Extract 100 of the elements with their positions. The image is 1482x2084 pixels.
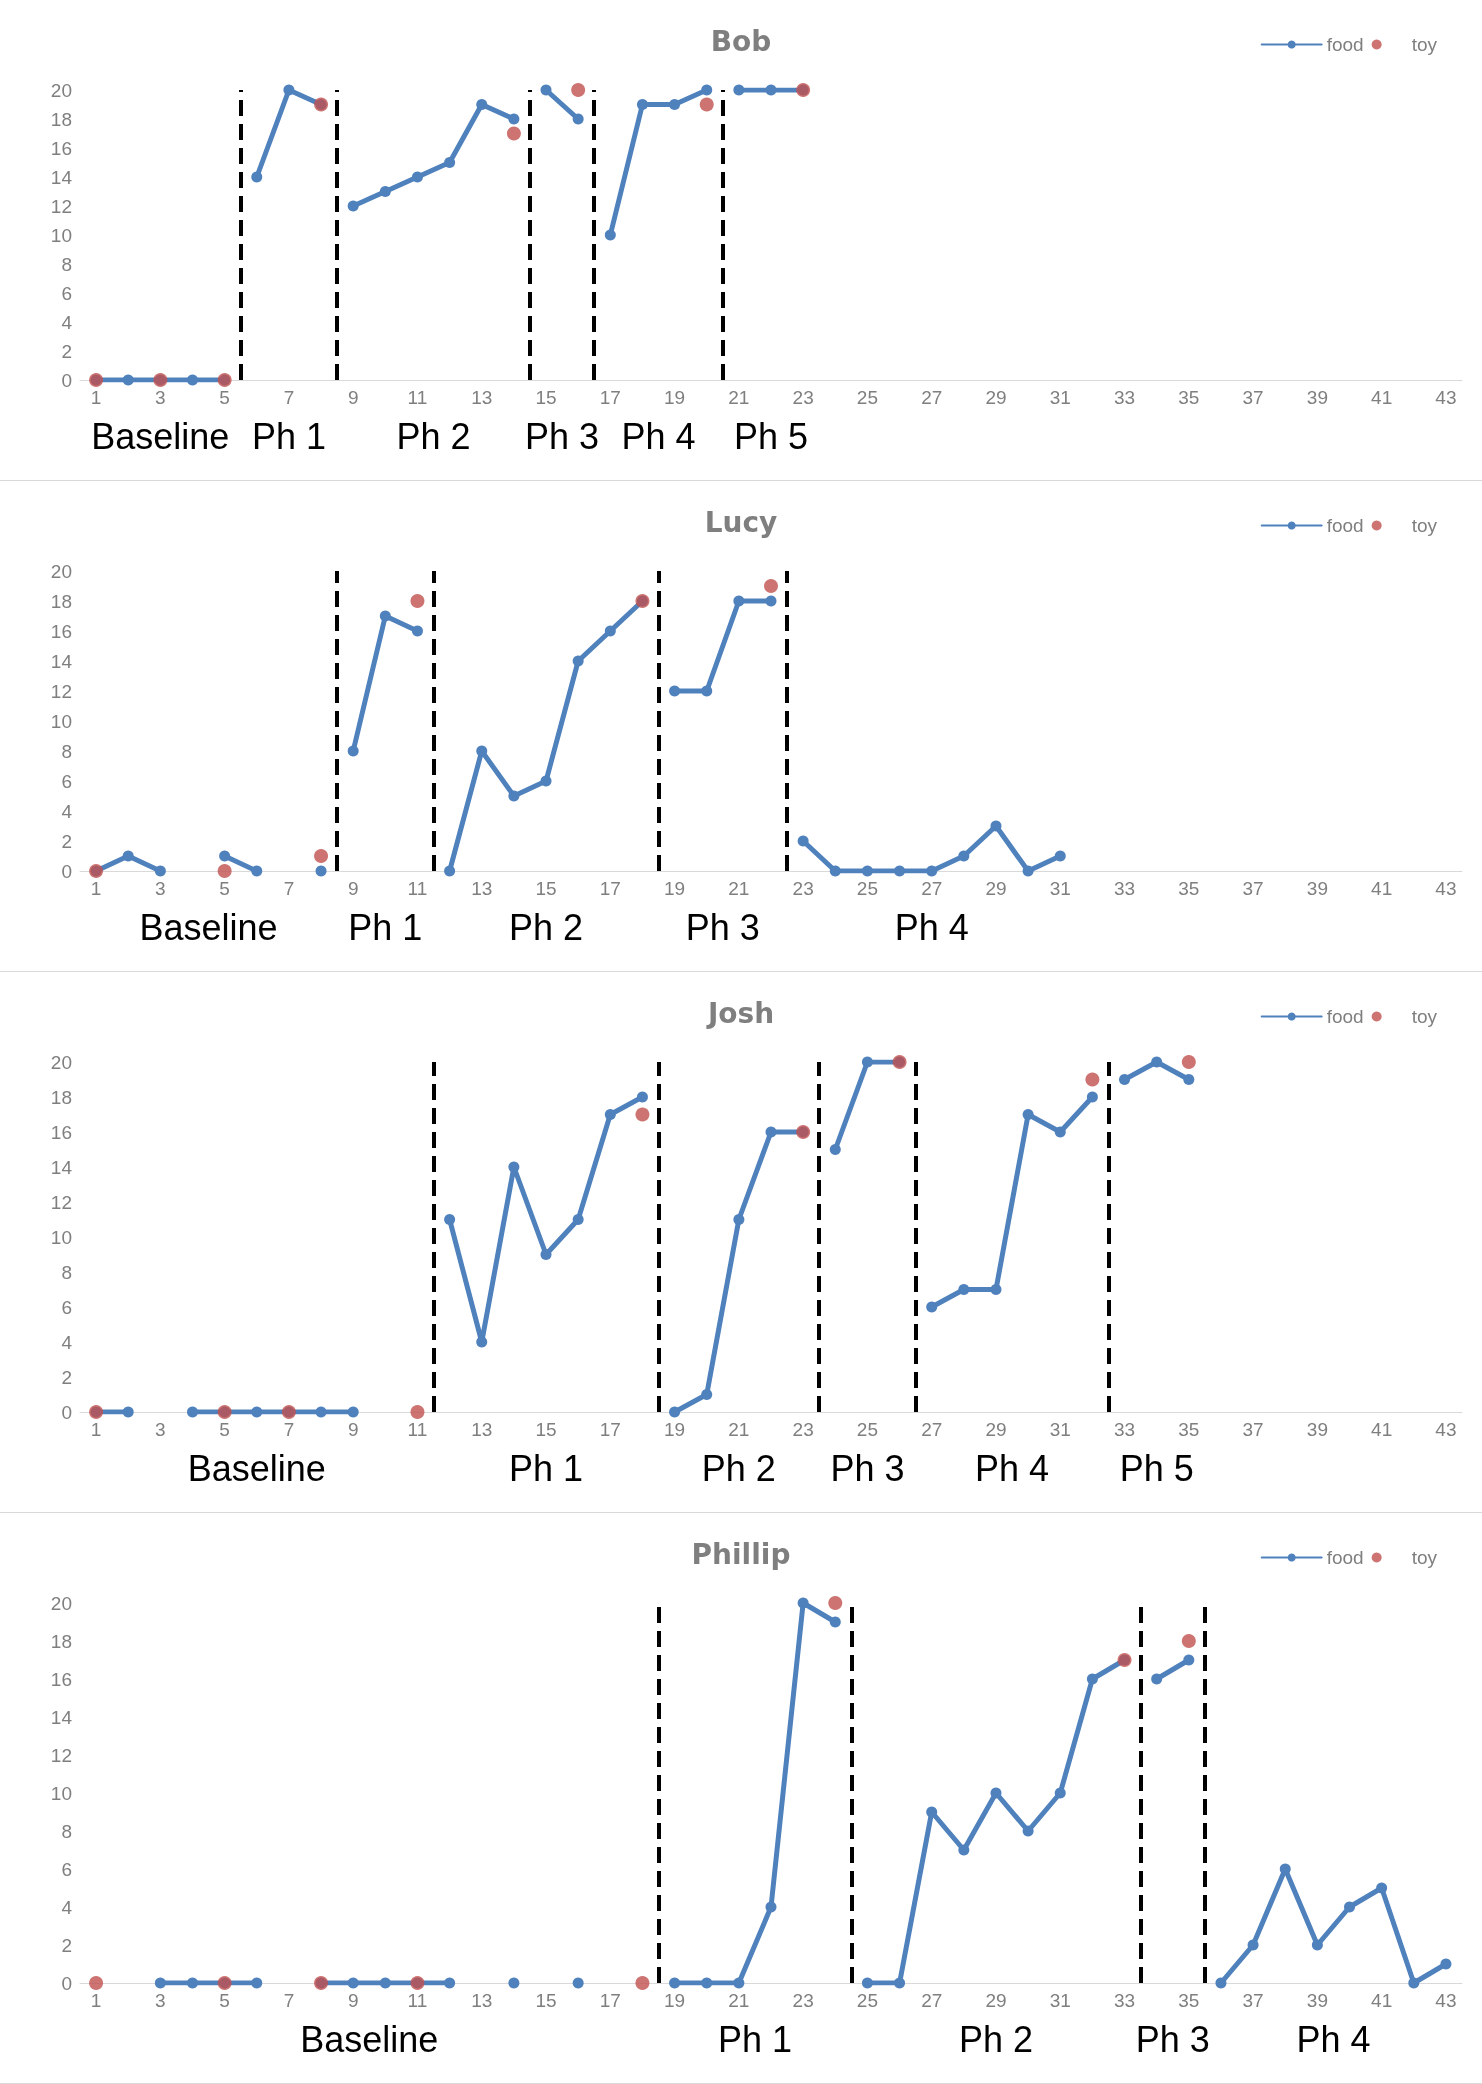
x-tick-label: 17 <box>599 1990 621 2011</box>
y-tick-label: 6 <box>61 770 72 792</box>
text: Ph 5 <box>1119 1447 1194 1489</box>
x-tick-label: 33 <box>1113 878 1136 899</box>
x-tick-label: 31 <box>1049 387 1071 408</box>
text: Ph 5 <box>733 415 809 457</box>
y-tick-label: 16 <box>50 620 72 642</box>
x-tick-label: 23 <box>792 878 814 899</box>
x-tick-label: 33 <box>1113 387 1136 408</box>
x-tick-label: 23 <box>792 1990 814 2011</box>
chart-title: Lucy <box>704 505 778 539</box>
x-tick-label: 17 <box>599 878 621 899</box>
x-tick-label: 9 <box>347 1990 359 2011</box>
x-tick-label: 7 <box>283 878 295 899</box>
x-tick-label: 15 <box>535 878 557 899</box>
y-tick-label: 12 <box>50 680 72 702</box>
x-tick-label: 33 <box>1113 1990 1136 2011</box>
x-tick-label: 11 <box>407 387 428 408</box>
text: Ph 1 <box>717 2018 792 2060</box>
y-tick-label: 6 <box>61 1858 72 1880</box>
y-tick-label: 10 <box>50 710 72 732</box>
text: Baseline <box>91 415 230 457</box>
x-tick-label: 27 <box>921 1990 943 2011</box>
x-tick-label: 25 <box>856 387 878 408</box>
text: Ph 3 <box>685 906 760 948</box>
x-tick-label: 21 <box>728 387 750 408</box>
x-tick-label: 3 <box>155 387 166 408</box>
x-tick-label: 29 <box>985 1990 1007 2011</box>
x-tick-label: 21 <box>728 878 750 899</box>
y-tick-label: 20 <box>50 1592 72 1614</box>
legend-label: food <box>1326 34 1364 55</box>
y-tick-label: 18 <box>50 1086 72 1108</box>
x-tick-label: 29 <box>985 387 1007 408</box>
text: Ph 2 <box>396 415 471 457</box>
x-tick-label: 11 <box>407 1990 428 2011</box>
y-tick-label: 2 <box>61 830 72 852</box>
x-tick-label: 35 <box>1178 1990 1200 2011</box>
x-tick-label: 43 <box>1435 387 1457 408</box>
y-tick-label: 4 <box>61 311 73 333</box>
text: Baseline <box>187 1447 326 1489</box>
x-tick-label: 27 <box>921 387 943 408</box>
y-tick-label: 2 <box>61 1366 72 1388</box>
x-tick-label: 15 <box>535 1990 557 2011</box>
chart-title: Josh <box>705 996 775 1030</box>
x-tick-label: 19 <box>664 1990 686 2011</box>
x-tick-label: 13 <box>471 387 493 408</box>
y-tick-label: 4 <box>61 1331 73 1353</box>
y-tick-label: 0 <box>61 369 72 391</box>
y-tick-label: 6 <box>61 1296 72 1318</box>
legend-label: toy <box>1411 515 1438 536</box>
y-tick-label: 10 <box>50 1226 72 1248</box>
y-tick-label: 12 <box>50 1744 72 1766</box>
y-tick-label: 0 <box>61 1401 72 1423</box>
text: Ph 4 <box>621 415 696 457</box>
x-tick-label: 25 <box>856 878 878 899</box>
x-tick-label: 17 <box>599 387 621 408</box>
legend-label: food <box>1326 515 1364 536</box>
text: Ph 2 <box>958 2018 1034 2060</box>
x-tick-label: 39 <box>1306 387 1328 408</box>
y-tick-label: 4 <box>61 800 73 822</box>
legend-label: food <box>1326 1547 1364 1568</box>
y-tick-label: 10 <box>50 1782 72 1804</box>
x-tick-label: 5 <box>219 387 230 408</box>
x-tick-label: 31 <box>1049 878 1071 899</box>
x-tick-label: 21 <box>728 1419 750 1440</box>
x-tick-label: 19 <box>664 878 686 899</box>
x-tick-label: 3 <box>155 878 166 899</box>
x-tick-label: 37 <box>1242 387 1264 408</box>
x-tick-label: 23 <box>792 387 814 408</box>
text: Baseline <box>139 906 278 948</box>
x-tick-label: 11 <box>407 1419 428 1440</box>
y-tick-label: 2 <box>61 1934 72 1956</box>
x-tick-label: 41 <box>1371 387 1393 408</box>
x-tick-label: 27 <box>921 1419 943 1440</box>
y-tick-label: 4 <box>61 1896 73 1918</box>
legend-label: food <box>1326 1006 1364 1027</box>
y-tick-label: 20 <box>50 560 72 582</box>
x-tick-label: 5 <box>219 1419 230 1440</box>
x-tick-label: 5 <box>219 878 230 899</box>
x-tick-label: 35 <box>1178 878 1200 899</box>
x-tick-label: 35 <box>1178 1419 1200 1440</box>
y-tick-label: 8 <box>61 1820 72 1842</box>
x-tick-label: 7 <box>283 1419 295 1440</box>
x-tick-label: 1 <box>90 1990 102 2011</box>
text: Baseline <box>300 2018 439 2060</box>
x-tick-label: 25 <box>856 1419 878 1440</box>
y-tick-label: 8 <box>61 1261 72 1283</box>
y-tick-label: 0 <box>61 1972 72 1994</box>
x-tick-label: 37 <box>1242 1990 1264 2011</box>
x-tick-label: 1 <box>90 878 102 899</box>
legend-label: toy <box>1411 1547 1438 1568</box>
x-tick-label: 39 <box>1306 1419 1328 1440</box>
y-tick-label: 20 <box>50 1051 72 1073</box>
legend-label: toy <box>1411 1006 1438 1027</box>
text: Ph 2 <box>508 906 584 948</box>
x-tick-label: 41 <box>1371 1419 1393 1440</box>
x-tick-label: 31 <box>1049 1419 1071 1440</box>
x-tick-label: 39 <box>1306 878 1328 899</box>
y-tick-label: 18 <box>50 590 72 612</box>
y-tick-label: 8 <box>61 253 72 275</box>
